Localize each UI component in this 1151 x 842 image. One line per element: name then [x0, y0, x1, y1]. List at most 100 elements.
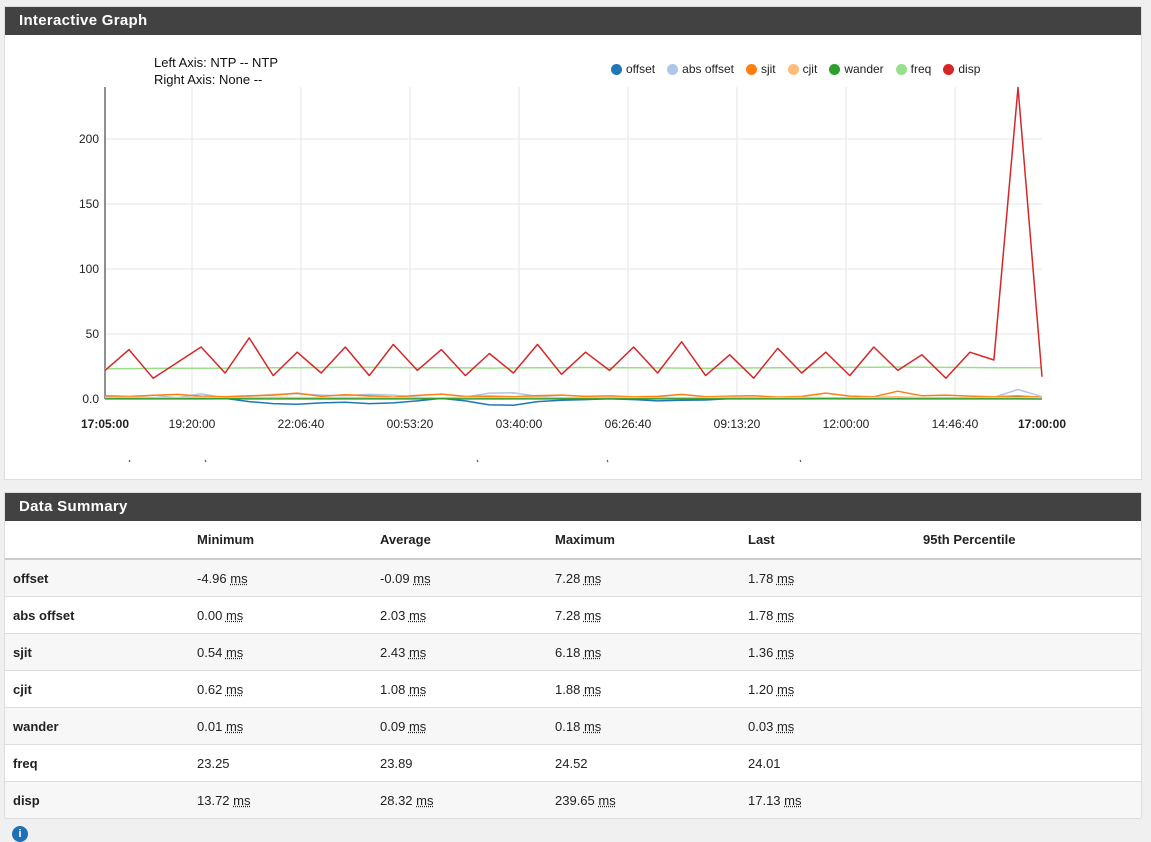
- cell-last: 1.78 ms: [740, 559, 915, 597]
- x-tick-label: 12:00:00: [823, 417, 870, 431]
- unit-abbr: ms: [409, 608, 426, 623]
- unit-abbr: ms: [584, 608, 601, 623]
- x-tick-label: 06:26:40: [605, 417, 652, 431]
- tick-mark: [607, 460, 608, 462]
- unit-abbr: ms: [777, 571, 794, 586]
- row-label: wander: [5, 708, 189, 745]
- x-tick-label: 22:06:40: [278, 417, 325, 431]
- line-chart[interactable]: 0.0 50 100 150 200 17:05:00 19:20:00 22:06:40 00…: [5, 35, 1141, 475]
- x-tick-label: 17:00:00: [1018, 417, 1066, 431]
- cell-min: 0.54 ms: [189, 634, 372, 671]
- cell-95th-percentile: [915, 634, 1141, 671]
- tick-mark: [800, 460, 801, 462]
- interactive-graph-panel: Interactive Graph Left Axis: NTP -- NTP …: [4, 6, 1142, 480]
- row-label: sjit: [5, 634, 189, 671]
- panel-title: Data Summary: [5, 493, 1141, 521]
- column-header: Last: [740, 521, 915, 559]
- unit-abbr: ms: [584, 682, 601, 697]
- cell-last: 1.78 ms: [740, 597, 915, 634]
- cell-avg: 0.09 ms: [372, 708, 547, 745]
- cell-min: 0.00 ms: [189, 597, 372, 634]
- cell-avg: -0.09 ms: [372, 559, 547, 597]
- cell-max: 7.28 ms: [547, 559, 740, 597]
- column-header: 95th Percentile: [915, 521, 1141, 559]
- column-header: Maximum: [547, 521, 740, 559]
- x-tick-label: 17:05:00: [81, 417, 129, 431]
- cell-95th-percentile: [915, 708, 1141, 745]
- cell-95th-percentile: [915, 559, 1141, 597]
- row-label: abs offset: [5, 597, 189, 634]
- unit-abbr: ms: [777, 682, 794, 697]
- cell-95th-percentile: [915, 597, 1141, 634]
- cell-max: 6.18 ms: [547, 634, 740, 671]
- y-tick-label: 150: [79, 197, 99, 211]
- cell-avg: 2.03 ms: [372, 597, 547, 634]
- unit-abbr: ms: [584, 719, 601, 734]
- tick-mark: [205, 460, 206, 462]
- column-header: Average: [372, 521, 547, 559]
- unit-abbr: ms: [226, 719, 243, 734]
- cell-avg: 1.08 ms: [372, 671, 547, 708]
- cell-last: 17.13 ms: [740, 782, 915, 819]
- tick-mark: [477, 460, 478, 462]
- unit-abbr: ms: [409, 682, 426, 697]
- x-tick-label: 03:40:00: [496, 417, 543, 431]
- cell-avg: 28.32 ms: [372, 782, 547, 819]
- cell-max: 24.52: [547, 745, 740, 782]
- row-label: freq: [5, 745, 189, 782]
- unit-abbr: ms: [413, 571, 430, 586]
- row-label: disp: [5, 782, 189, 819]
- cell-95th-percentile: [915, 671, 1141, 708]
- cell-max: 7.28 ms: [547, 597, 740, 634]
- unit-abbr: ms: [777, 719, 794, 734]
- series-line-disp: [105, 88, 1042, 379]
- unit-abbr: ms: [230, 571, 247, 586]
- cell-min: 23.25: [189, 745, 372, 782]
- column-header: Minimum: [189, 521, 372, 559]
- unit-abbr: ms: [226, 682, 243, 697]
- cell-max: 239.65 ms: [547, 782, 740, 819]
- y-tick-label: 200: [79, 132, 99, 146]
- cell-last: 0.03 ms: [740, 708, 915, 745]
- unit-abbr: ms: [226, 645, 243, 660]
- unit-abbr: ms: [784, 793, 801, 808]
- unit-abbr: ms: [777, 645, 794, 660]
- x-tick-label: 19:20:00: [169, 417, 216, 431]
- cell-min: -4.96 ms: [189, 559, 372, 597]
- tick-mark: [129, 460, 130, 462]
- cell-95th-percentile: [915, 745, 1141, 782]
- cell-max: 0.18 ms: [547, 708, 740, 745]
- y-tick-label: 0.0: [82, 392, 99, 406]
- row-label: offset: [5, 559, 189, 597]
- cell-min: 13.72 ms: [189, 782, 372, 819]
- unit-abbr: ms: [409, 645, 426, 660]
- cell-avg: 2.43 ms: [372, 634, 547, 671]
- unit-abbr: ms: [584, 645, 601, 660]
- unit-abbr: ms: [598, 793, 615, 808]
- x-tick-label: 00:53:20: [387, 417, 434, 431]
- panel-title: Interactive Graph: [5, 7, 1141, 35]
- unit-abbr: ms: [226, 608, 243, 623]
- unit-abbr: ms: [584, 571, 601, 586]
- cell-min: 0.01 ms: [189, 708, 372, 745]
- cell-last: 1.36 ms: [740, 634, 915, 671]
- x-tick-label: 09:13:20: [714, 417, 761, 431]
- y-tick-label: 50: [86, 327, 100, 341]
- info-icon[interactable]: i: [12, 826, 28, 842]
- cell-95th-percentile: [915, 782, 1141, 819]
- x-tick-label: 14:46:40: [932, 417, 979, 431]
- cell-max: 1.88 ms: [547, 671, 740, 708]
- y-tick-label: 100: [79, 262, 99, 276]
- column-header: [5, 521, 189, 559]
- unit-abbr: ms: [409, 719, 426, 734]
- unit-abbr: ms: [777, 608, 794, 623]
- cell-min: 0.62 ms: [189, 671, 372, 708]
